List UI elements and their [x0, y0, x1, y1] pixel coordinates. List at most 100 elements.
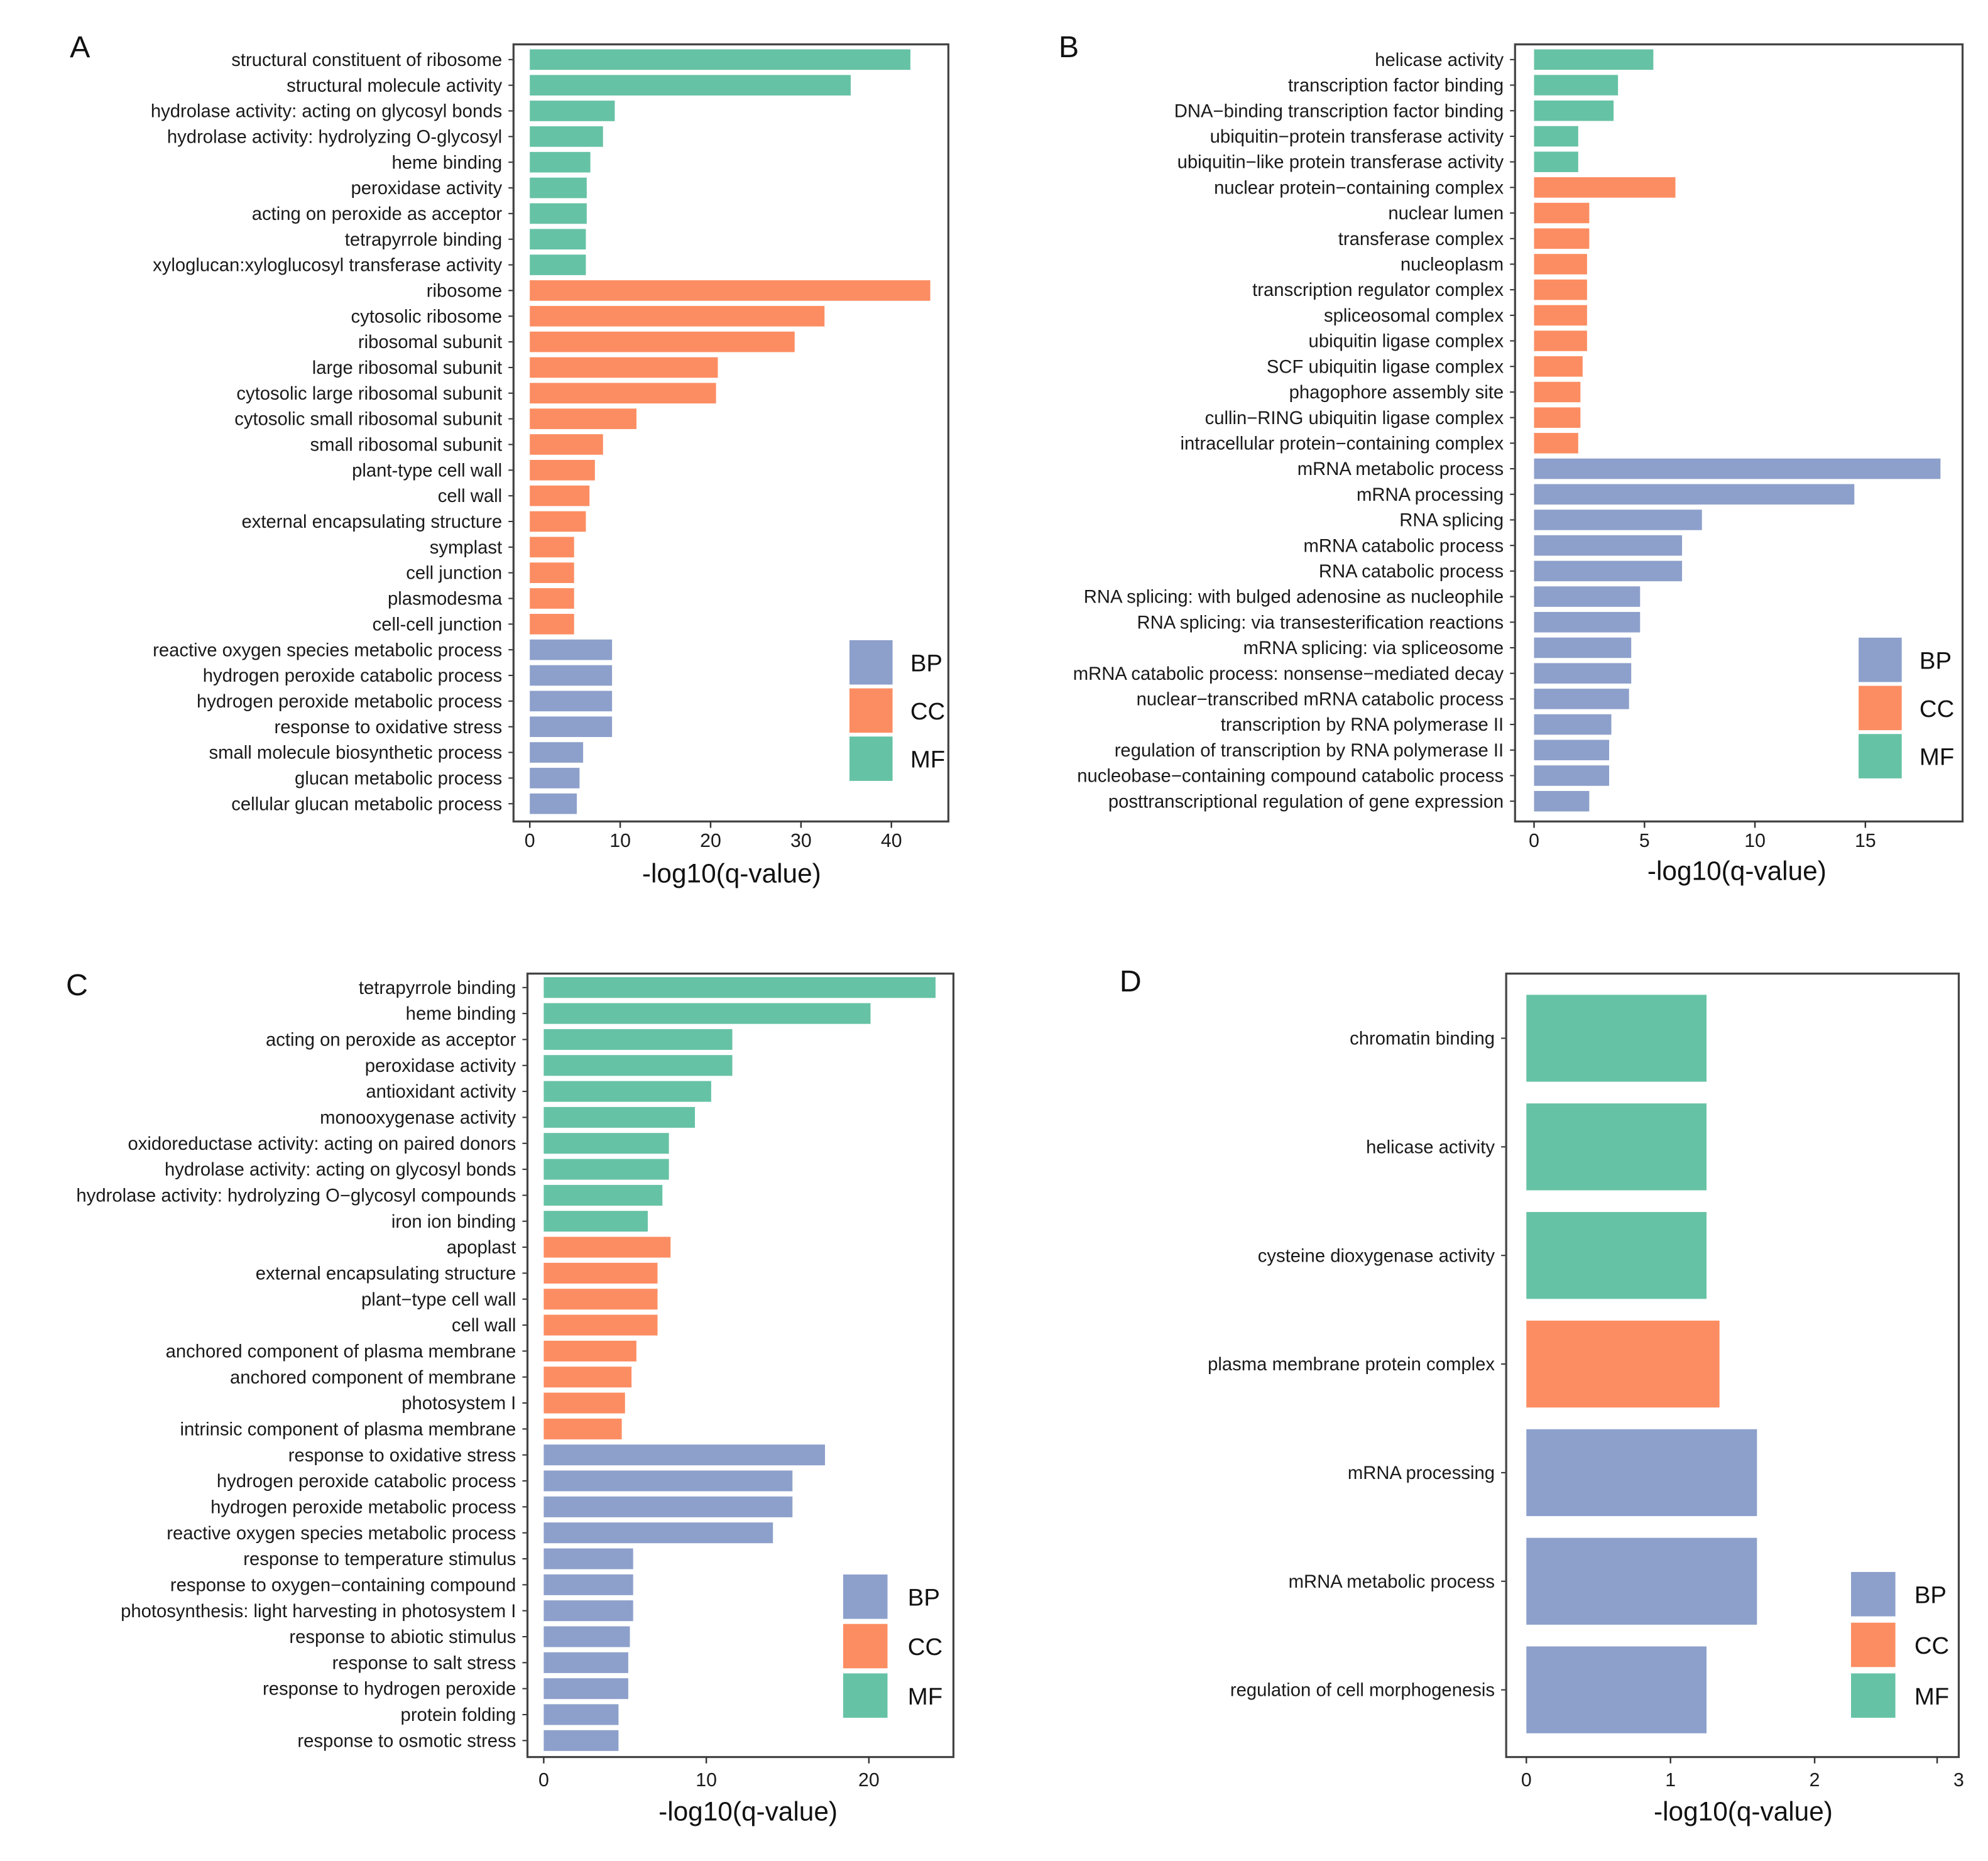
y-tick-label: RNA splicing: with bulged adenosine as n… — [1084, 587, 1504, 608]
y-tick-label: acting on peroxide as acceptor — [252, 204, 503, 224]
legend: BP CC MF — [843, 1574, 942, 1718]
bar-bp — [1534, 689, 1629, 709]
bar-mf — [1534, 151, 1578, 172]
y-tick-label: cullin−RING ubiquitin ligase complex — [1205, 408, 1504, 428]
bar-mf — [543, 1133, 669, 1154]
bar-cc — [543, 1314, 658, 1336]
x-tick-label: 0 — [1529, 831, 1539, 851]
bar-bp — [530, 639, 613, 660]
bar-mf — [543, 1081, 711, 1102]
y-tick-label: cell-cell junction — [373, 614, 502, 635]
bar-mf — [1534, 100, 1614, 121]
legend-swatch-mf — [1850, 1673, 1896, 1718]
legend-swatch-cc — [849, 688, 893, 733]
y-tick-label: response to hydrogen peroxide — [263, 1679, 516, 1700]
y-tick-label: symplast — [430, 538, 502, 558]
bar-mf — [530, 229, 586, 250]
y-tick-label: transcription factor binding — [1288, 76, 1504, 96]
x-tick-label: 30 — [790, 831, 812, 851]
bar-bp — [543, 1704, 619, 1725]
y-tick-label: ubiquitin ligase complex — [1309, 332, 1504, 352]
legend-swatch-cc — [1859, 685, 1902, 731]
bar-bp — [543, 1652, 628, 1673]
bar-cc — [530, 485, 590, 506]
legend-swatch-bp — [843, 1574, 888, 1619]
y-tick-label: response to temperature stimulus — [243, 1549, 516, 1569]
y-tick-label: response to salt stress — [332, 1653, 516, 1673]
bar-mf — [1526, 995, 1707, 1082]
legend-label-cc: CC — [908, 1634, 942, 1661]
y-tick-label: hydrolase activity: acting on glycosyl b… — [151, 102, 502, 122]
bar-mf — [543, 977, 936, 998]
x-tick-label: 0 — [525, 831, 535, 851]
y-tick-label: cellular glucan metabolic process — [231, 794, 502, 814]
y-tick-label: response to oxidative stress — [288, 1446, 516, 1466]
panel-letter: B — [1059, 30, 1079, 64]
bar-mf — [1526, 1103, 1707, 1191]
bar-bp — [530, 716, 613, 738]
y-tick-label: structural molecule activity — [287, 76, 502, 96]
y-tick-label: helicase activity — [1366, 1137, 1495, 1157]
bar-bp — [530, 742, 584, 763]
y-tick-label: response to oxygen−containing compound — [170, 1575, 516, 1595]
bar-bp — [543, 1548, 633, 1569]
bar-cc — [530, 588, 574, 609]
x-tick-label: 0 — [1521, 1770, 1532, 1791]
y-tick-label: heme binding — [406, 1004, 516, 1024]
y-tick-label: mRNA metabolic process — [1289, 1572, 1495, 1592]
x-tick-label: 5 — [1639, 831, 1650, 851]
y-tick-label: RNA splicing — [1399, 511, 1504, 531]
y-tick-label: chromatin binding — [1350, 1029, 1495, 1049]
x-tick-label: 10 — [609, 831, 631, 851]
y-tick-label: nuclear lumen — [1388, 204, 1504, 224]
y-tick-label: heme binding — [391, 153, 502, 173]
legend-swatch-bp — [849, 640, 893, 685]
y-tick-label: ribosome — [427, 281, 502, 301]
bar-cc — [530, 357, 718, 378]
legend-swatch-cc — [843, 1624, 888, 1669]
y-tick-label: ubiquitin−like protein transferase activ… — [1177, 153, 1504, 173]
y-tick-label: monooxygenase activity — [320, 1108, 516, 1128]
bar-cc — [530, 434, 603, 455]
legend-label-bp: BP — [910, 650, 942, 677]
y-tick-label: transcription regulator complex — [1252, 280, 1504, 300]
bar-cc — [1534, 279, 1587, 300]
bar-bp — [543, 1470, 793, 1492]
y-tick-label: glucan metabolic process — [295, 768, 502, 789]
bar-cc — [530, 280, 931, 301]
legend: BP CC MF — [1859, 637, 1954, 778]
bar-bp — [1534, 637, 1632, 658]
bar-cc — [543, 1367, 632, 1388]
bar-cc — [1534, 202, 1590, 224]
y-tick-label: cysteine dioxygenase activity — [1258, 1246, 1495, 1266]
legend: BP CC MF — [849, 640, 945, 781]
y-tick-label: nucleobase−containing compound catabolic… — [1077, 767, 1504, 787]
y-tick-label: hydrogen peroxide catabolic process — [203, 666, 502, 686]
bar-mf — [543, 1055, 733, 1076]
bar-mf — [530, 254, 586, 275]
legend-swatch-mf — [843, 1673, 888, 1718]
bar-cc — [530, 537, 574, 558]
bar-bp — [530, 768, 580, 789]
y-tick-label: RNA splicing: via transesterification re… — [1137, 613, 1504, 633]
legend-swatch-bp — [1850, 1571, 1896, 1617]
x-tick-label: 1 — [1665, 1770, 1676, 1791]
bar-cc — [1526, 1320, 1720, 1408]
y-tick-label: phagophore assembly site — [1289, 383, 1504, 403]
legend-swatch-mf — [1859, 734, 1902, 778]
bar-cc — [530, 562, 574, 583]
bar-bp — [1534, 714, 1612, 735]
legend: BP CC MF — [1850, 1571, 1949, 1718]
y-tick-label: transferase complex — [1338, 229, 1504, 249]
y-tick-label: reactive oxygen species metabolic proces… — [167, 1524, 516, 1544]
y-tick-label: antioxidant activity — [366, 1082, 516, 1102]
bar-cc — [1534, 381, 1581, 403]
bar-cc — [1534, 254, 1587, 275]
y-tick-label: structural constituent of ribosome — [231, 50, 502, 70]
bar-mf — [530, 151, 591, 173]
x-tick-label: 2 — [1810, 1770, 1820, 1791]
y-tick-label: photosynthesis: light harvesting in phot… — [121, 1602, 516, 1622]
